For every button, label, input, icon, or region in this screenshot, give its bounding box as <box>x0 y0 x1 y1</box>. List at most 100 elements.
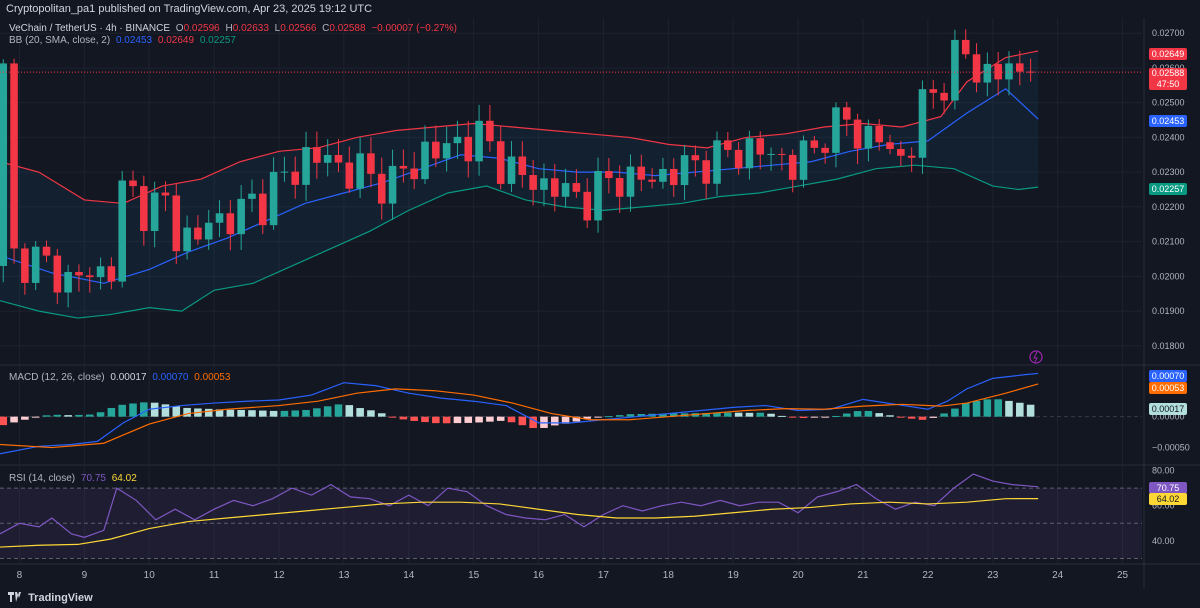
macd-hist-bar <box>529 416 537 429</box>
brand-name: TradingView <box>28 592 93 604</box>
macd-hist-bar <box>496 416 505 421</box>
rsi-tick-label: 60.00 <box>1152 501 1175 511</box>
candle-body <box>594 170 602 221</box>
macd-hist-bar <box>96 412 105 417</box>
macd-hist-bar <box>269 410 278 417</box>
candle-body <box>118 180 126 282</box>
macd-hist-bar <box>767 413 775 417</box>
macd-hist-bar <box>432 416 440 424</box>
macd-line <box>0 372 1039 455</box>
macd-hist-bar <box>356 408 364 417</box>
x-tick-label: 21 <box>857 570 869 581</box>
low-label: L <box>274 23 281 34</box>
macd-hist-bar <box>64 415 72 417</box>
tradingview-logo-icon <box>8 592 21 602</box>
x-tick-label: 9 <box>82 570 88 581</box>
candle-body <box>302 147 310 185</box>
candle-body <box>799 140 808 180</box>
macd-hist-bar <box>853 411 862 417</box>
macd-hist-bar <box>334 404 343 417</box>
rsi-legend: RSI (14, close) 70.75 64.02 <box>9 473 140 484</box>
candle-body <box>475 120 483 162</box>
macd-hist-bar <box>323 406 332 417</box>
macd-hist-bar <box>832 415 840 417</box>
high-label: H <box>225 23 233 34</box>
price-tick-label: 0.02700 <box>1152 28 1185 38</box>
macd-hist-bar <box>940 413 948 417</box>
rsi-badge: 70.75 <box>1149 482 1187 494</box>
macd-hist-bar <box>53 414 62 417</box>
macd-name: MACD (12, 26, close) <box>9 372 105 383</box>
macd-hist-bar <box>929 416 938 418</box>
candle-body <box>140 186 148 232</box>
candle-body <box>129 180 137 187</box>
chart-canvas[interactable]: 8 9 10 11 12 13 14 15 16 17 18 19 20 21 22 23 24 25 0.0270… <box>0 18 1200 588</box>
macd-signal-value: 0.00053 <box>194 372 231 383</box>
macd-hist-bar <box>605 416 613 418</box>
candle-body <box>204 222 213 240</box>
macd-hist-bar <box>637 414 646 417</box>
macd-hist-bar <box>259 410 267 417</box>
macd-hist-bar <box>0 416 8 426</box>
candle-body <box>486 120 494 142</box>
x-tick-label: 8 <box>17 570 23 581</box>
macd-hist-bar <box>918 416 927 420</box>
candle-body <box>572 183 581 192</box>
price-tick-label: 0.01900 <box>1152 306 1185 316</box>
candle-body <box>972 54 981 83</box>
price-tick-label: 0.02500 <box>1152 98 1185 108</box>
bb-lower-value: 0.02257 <box>199 35 236 46</box>
candle-body <box>85 275 94 278</box>
candle-body <box>334 155 343 163</box>
macd-hist-bar <box>583 416 592 419</box>
macd-hist-bar <box>821 416 829 418</box>
candle-body <box>150 192 159 232</box>
candle-body <box>961 39 970 55</box>
macd-hist-bar <box>886 415 894 417</box>
candle-body <box>172 195 181 252</box>
macd-hist-bar <box>129 403 137 417</box>
candle-body <box>864 125 873 149</box>
macd-hist-bar <box>85 414 94 417</box>
candle-body <box>702 160 710 184</box>
macd-hist-bar <box>875 413 883 417</box>
price-tick-label: 0.02100 <box>1152 237 1185 247</box>
macd-tick-label: 0.00000 <box>1152 412 1185 422</box>
candle-body <box>291 171 300 185</box>
candle-body <box>345 162 354 189</box>
x-tick-label: 17 <box>598 570 610 581</box>
candle-body <box>96 266 105 278</box>
candle-body <box>540 178 548 190</box>
x-tick-label: 23 <box>987 570 999 581</box>
close-label: C <box>322 23 330 34</box>
macd-hist-bar <box>561 416 570 424</box>
candle-body <box>323 155 332 163</box>
macd-hist-bar <box>183 407 191 417</box>
macd-hist-bar <box>475 416 483 423</box>
candle-body <box>853 119 862 149</box>
macd-hist-bar <box>972 400 981 417</box>
candle-body <box>1016 63 1024 72</box>
upper-band-badge: 0.02649 <box>1149 48 1187 60</box>
x-tick-label: 11 <box>209 570 220 581</box>
low-value: 0.02566 <box>280 23 317 34</box>
macd-hist-bar <box>367 410 375 417</box>
macd-hist-bar <box>907 416 916 419</box>
macd-hist-bar <box>486 416 494 422</box>
candle-body <box>215 213 224 223</box>
macd-hist-bar <box>518 416 527 426</box>
macd-hist-bar <box>215 409 224 417</box>
macd-hist-bar <box>897 416 905 418</box>
macd-hist-bar <box>42 415 51 417</box>
candle-body <box>226 213 235 235</box>
macd-hist-bar <box>140 402 148 417</box>
macd-hist-bar <box>842 413 851 417</box>
alert-icon[interactable] <box>1029 350 1043 364</box>
candle-body <box>269 171 278 226</box>
candle-body <box>356 153 364 189</box>
macd-hist-bar <box>702 412 710 417</box>
price-tick-label: 0.02400 <box>1152 132 1185 142</box>
macd-hist-bar <box>172 406 181 417</box>
rsi-tick-label: 80.00 <box>1152 466 1175 476</box>
signal-badge: 0.00053 <box>1149 382 1187 394</box>
